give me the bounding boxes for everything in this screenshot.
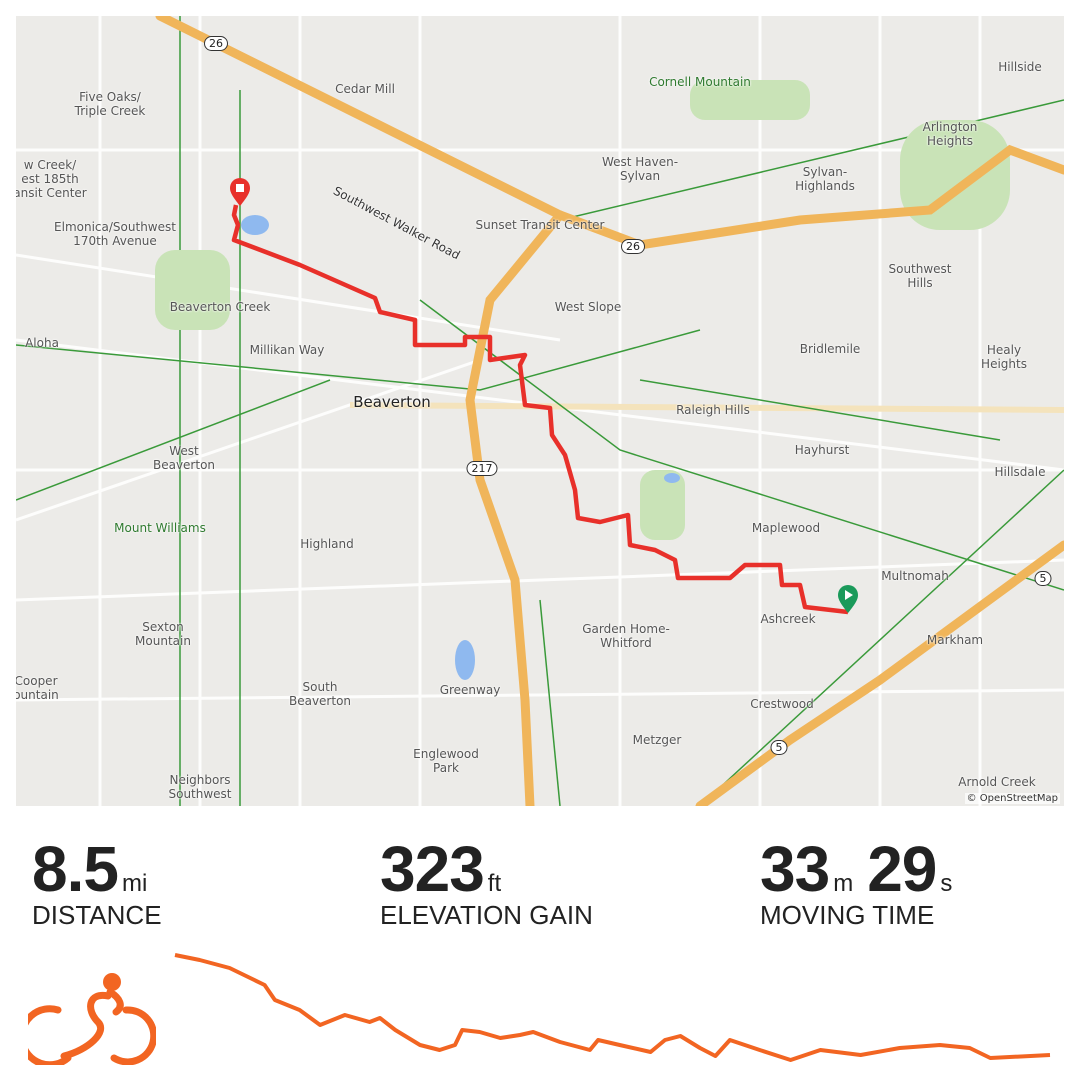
place-label-neighbors-southwest: Neighbors Southwest [168, 773, 232, 801]
place-label-highland: Highland [300, 537, 354, 551]
parks [155, 80, 1010, 540]
place-label-beaverton: Beaverton [353, 393, 431, 411]
elevation-unit: ft [487, 870, 502, 897]
water [241, 215, 680, 680]
place-label-healy-heights: Healy Heights [981, 343, 1027, 371]
seconds-value: 29 [867, 833, 937, 905]
place-label-arnold-creek: Arnold Creek [958, 775, 1036, 789]
place-label-cooper-mountain: Cooper ountain [16, 674, 59, 702]
place-label-willow-creek: w Creek/ est 185th ansit Center [16, 158, 87, 200]
place-label-sunset-transit: Sunset Transit Center [475, 218, 605, 232]
place-label-ashcreek: Ashcreek [760, 612, 816, 626]
place-label-metzger: Metzger [632, 733, 682, 747]
distance-unit: mi [121, 870, 148, 897]
place-label-elmonica: Elmonica/Southwest 170th Avenue [54, 220, 176, 248]
place-label-sexton-mountain: Sexton Mountain [135, 620, 191, 648]
place-label-west-haven: West Haven- Sylvan [601, 155, 679, 183]
place-label-greenway: Greenway [439, 683, 501, 697]
elevation-value: 323 [380, 833, 485, 905]
place-label-sylvan-highlands: Sylvan- Highlands [795, 165, 855, 193]
minutes-value: 33 [760, 833, 830, 905]
place-label-cedar-mill: Cedar Mill [335, 82, 395, 96]
place-label-arlington-heights: Arlington Heights [922, 120, 978, 148]
elevation-profile [174, 953, 1051, 1062]
place-label-millikan-way: Millikan Way [249, 343, 325, 357]
bike-paths [16, 16, 1064, 806]
place-label-south-beaverton: South Beaverton [288, 680, 352, 708]
place-label-five-oaks: Five Oaks/ Triple Creek [74, 90, 146, 118]
end-marker[interactable] [230, 178, 250, 206]
place-label-garden-home: Garden Home- Whitford [582, 622, 670, 650]
place-label-west-slope: West Slope [554, 300, 622, 314]
place-label-aloha: Aloha [25, 336, 59, 350]
distance-value: 8.5 [32, 833, 119, 905]
place-label-hillsdale: Hillsdale [994, 465, 1046, 479]
distance-stat: 8.5 mi DISTANCE [32, 832, 162, 931]
place-label-englewood-park: Englewood Park [413, 747, 479, 775]
elevation-label: ELEVATION GAIN [380, 900, 593, 930]
place-label-multnomah: Multnomah [881, 569, 949, 583]
place-label-hayhurst: Hayhurst [794, 443, 850, 457]
distance-label: DISTANCE [32, 900, 162, 930]
route-line [231, 204, 849, 615]
place-label-bridlemile: Bridlemile [799, 342, 861, 356]
us26-shield: 26 [204, 36, 228, 51]
us26-shield: 26 [621, 239, 645, 254]
cyclist-icon [28, 973, 156, 1065]
highways [155, 16, 1064, 806]
place-label-raleigh-hills: Raleigh Hills [676, 403, 750, 417]
i5-shield: 5 [770, 740, 788, 755]
i5-shield: 5 [1034, 571, 1052, 586]
place-label-markham: Markham [926, 633, 984, 647]
start-marker[interactable] [838, 585, 858, 613]
place-label-cornell-mountain: Cornell Mountain [649, 75, 751, 89]
place-label-maplewood: Maplewood [751, 521, 821, 535]
moving-time-label: MOVING TIME [760, 900, 935, 930]
elevation-profile-line [174, 953, 1051, 1062]
or217-shield: 217 [466, 461, 498, 476]
map-attribution[interactable]: © OpenStreetMap [964, 793, 1060, 804]
place-label-southwest-hills: Southwest Hills [888, 262, 952, 290]
streets [16, 16, 1064, 806]
seconds-unit: s [940, 870, 953, 897]
route-map[interactable]: Five Oaks/ Triple Creek Cedar Mill Cornell… [16, 16, 1064, 806]
place-label-crestwood: Crestwood [750, 697, 814, 711]
place-label-hillside: Hillside [998, 60, 1042, 74]
elevation-stat: 323 ft ELEVATION GAIN [380, 832, 593, 931]
place-label-west-beaverton: West Beaverton [152, 444, 216, 472]
moving-time-stat: 33 m 29 s MOVING TIME [760, 832, 966, 931]
minutes-unit: m [833, 870, 854, 897]
place-label-mount-williams: Mount Williams [114, 521, 206, 535]
place-label-beaverton-creek: Beaverton Creek [169, 300, 271, 314]
map-canvas [16, 16, 1064, 806]
